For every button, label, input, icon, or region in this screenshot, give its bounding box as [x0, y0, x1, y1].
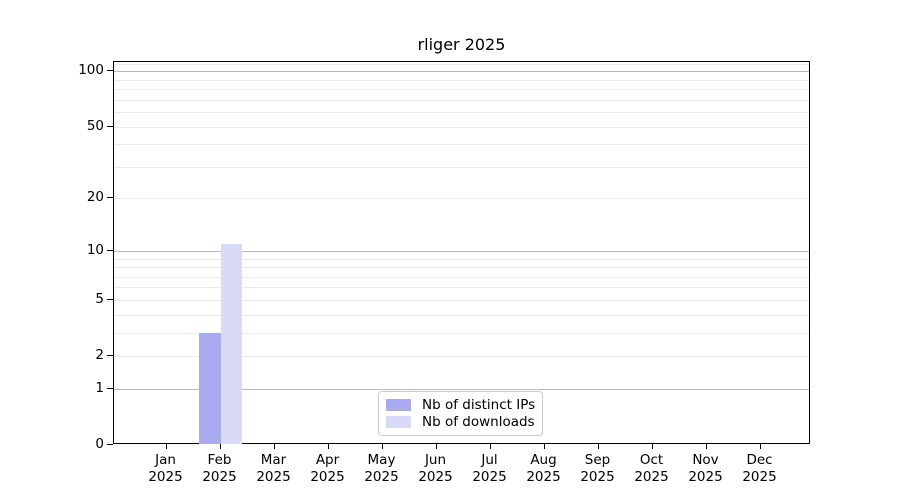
x-tick-label: Aug 2025	[526, 452, 561, 485]
distinct-ips-swatch-icon	[386, 399, 411, 411]
x-tick-mark	[273, 444, 275, 449]
gridline-minor	[114, 287, 809, 289]
gridline-minor	[114, 126, 809, 128]
x-tick-mark	[219, 444, 221, 449]
x-tick-mark	[489, 444, 491, 449]
downloads-swatch-icon	[386, 416, 411, 428]
x-tick-label: Jan 2025	[148, 452, 183, 485]
x-tick-label: Nov 2025	[688, 452, 723, 485]
legend-entry: Nb of distinct IPs	[386, 397, 536, 413]
x-tick-mark	[543, 444, 545, 449]
gridline-minor	[114, 89, 809, 91]
gridline-minor	[114, 314, 809, 316]
y-tick-mark	[107, 125, 113, 127]
x-tick-label: Oct 2025	[634, 452, 669, 485]
x-tick-label: Dec 2025	[742, 452, 777, 485]
y-tick-mark	[107, 387, 113, 389]
legend-label: Nb of downloads	[422, 414, 535, 430]
x-tick-label: Sep 2025	[580, 452, 615, 485]
y-tick-label: 2	[95, 347, 104, 364]
gridline-minor	[114, 144, 809, 146]
gridline-minor	[114, 332, 809, 334]
legend-entry: Nb of downloads	[386, 414, 535, 430]
x-tick-mark	[327, 444, 329, 449]
chart-title: rliger 2025	[417, 35, 506, 54]
y-tick-label: 50	[86, 117, 104, 134]
bar-downloads-feb	[220, 243, 242, 444]
y-tick-label: 100	[78, 62, 104, 79]
x-tick-label: Apr 2025	[310, 452, 345, 485]
bar-distinct-ips-feb	[199, 332, 221, 444]
gridline-minor	[114, 63, 809, 65]
y-tick-label: 0	[95, 436, 104, 452]
x-tick-label: Jun 2025	[418, 452, 453, 485]
x-tick-mark	[597, 444, 599, 449]
x-tick-mark	[435, 444, 437, 449]
x-tick-mark	[705, 444, 707, 449]
y-tick-mark	[107, 197, 113, 199]
gridline-minor	[114, 356, 809, 358]
gridline-minor	[114, 258, 809, 260]
gridline-minor	[114, 276, 809, 278]
legend: Nb of distinct IPs Nb of downloads	[378, 391, 543, 436]
y-tick-mark	[107, 444, 113, 445]
y-tick-label: 5	[95, 290, 104, 307]
gridline-minor	[114, 79, 809, 81]
gridline-major	[114, 71, 809, 73]
y-tick-label: 1	[95, 379, 104, 396]
gridline-minor	[114, 198, 809, 200]
x-tick-label: Feb 2025	[202, 452, 237, 485]
y-tick-label: 20	[86, 189, 104, 206]
y-tick-mark	[107, 70, 113, 72]
x-tick-mark	[759, 444, 761, 449]
x-tick-mark	[165, 444, 167, 449]
gridline-minor	[114, 112, 809, 114]
legend-label: Nb of distinct IPs	[422, 397, 536, 413]
gridline-major	[114, 388, 809, 390]
gridline-minor	[114, 166, 809, 168]
gridline-minor	[114, 99, 809, 101]
x-tick-label: Jul 2025	[472, 452, 507, 485]
plot-area	[113, 61, 810, 444]
y-tick-mark	[107, 298, 113, 300]
y-tick-mark	[107, 355, 113, 357]
gridline-minor	[114, 299, 809, 301]
x-tick-mark	[381, 444, 383, 449]
x-tick-label: Mar 2025	[256, 452, 291, 485]
x-tick-label: May 2025	[364, 452, 399, 485]
gridline-major	[114, 250, 809, 252]
x-tick-mark	[651, 444, 653, 449]
y-tick-label: 10	[86, 241, 104, 258]
y-tick-mark	[107, 249, 113, 251]
gridline-minor	[114, 267, 809, 269]
